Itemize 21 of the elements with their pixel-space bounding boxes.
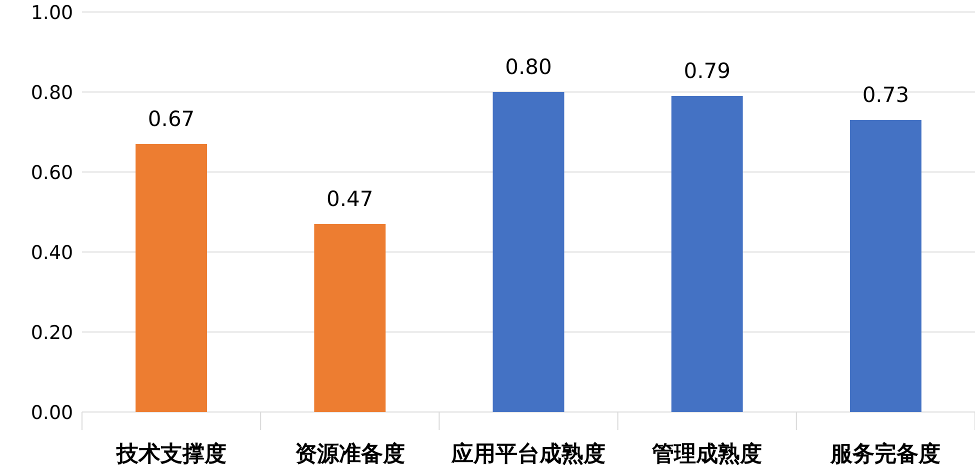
bar (314, 224, 386, 412)
y-tick-label: 0.20 (30, 322, 74, 344)
bar (136, 144, 208, 412)
bar (850, 120, 922, 412)
data-label: 0.80 (505, 55, 552, 79)
x-tick-label: 技术支撑度 (115, 441, 226, 466)
x-tick-label: 应用平台成熟度 (450, 441, 606, 466)
y-tick-label: 0.40 (30, 242, 74, 264)
x-tick-label: 管理成熟度 (651, 441, 762, 466)
bar (492, 92, 564, 412)
data-label: 0.79 (684, 59, 730, 83)
x-tick-label: 资源准备度 (294, 441, 405, 466)
y-tick-label: 0.60 (30, 162, 74, 184)
y-tick-label: 0.80 (30, 82, 74, 104)
data-label: 0.73 (862, 83, 910, 107)
x-tick-label: 服务完备度 (830, 441, 941, 466)
data-label: 0.47 (326, 187, 374, 211)
data-label: 0.67 (148, 107, 195, 131)
y-tick-label: 0.00 (30, 402, 74, 424)
bar (671, 96, 743, 412)
y-tick-label: 1.00 (30, 2, 74, 24)
